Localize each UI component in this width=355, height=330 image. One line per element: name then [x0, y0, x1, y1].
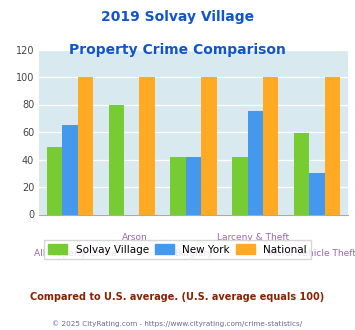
- Bar: [232, 157, 247, 214]
- Text: © 2025 CityRating.com - https://www.cityrating.com/crime-statistics/: © 2025 CityRating.com - https://www.city…: [53, 320, 302, 327]
- Bar: [309, 173, 325, 214]
- Text: Compared to U.S. average. (U.S. average equals 100): Compared to U.S. average. (U.S. average …: [31, 292, 324, 302]
- Bar: [247, 112, 263, 214]
- Text: All Property Crime: All Property Crime: [34, 249, 116, 258]
- Text: Burglary: Burglary: [174, 249, 213, 258]
- Bar: [263, 77, 278, 214]
- Bar: [186, 157, 201, 214]
- Bar: [140, 77, 155, 214]
- Bar: [325, 77, 340, 214]
- Bar: [78, 77, 93, 214]
- Text: Property Crime Comparison: Property Crime Comparison: [69, 43, 286, 57]
- Bar: [109, 105, 124, 214]
- Bar: [170, 157, 186, 214]
- Bar: [201, 77, 217, 214]
- Text: Arson: Arson: [121, 233, 147, 242]
- Legend: Solvay Village, New York, National: Solvay Village, New York, National: [44, 240, 311, 259]
- Bar: [294, 133, 309, 214]
- Text: Larceny & Theft: Larceny & Theft: [217, 233, 289, 242]
- Bar: [62, 125, 78, 214]
- Text: Motor Vehicle Theft: Motor Vehicle Theft: [268, 249, 355, 258]
- Text: 2019 Solvay Village: 2019 Solvay Village: [101, 10, 254, 24]
- Bar: [47, 147, 62, 214]
